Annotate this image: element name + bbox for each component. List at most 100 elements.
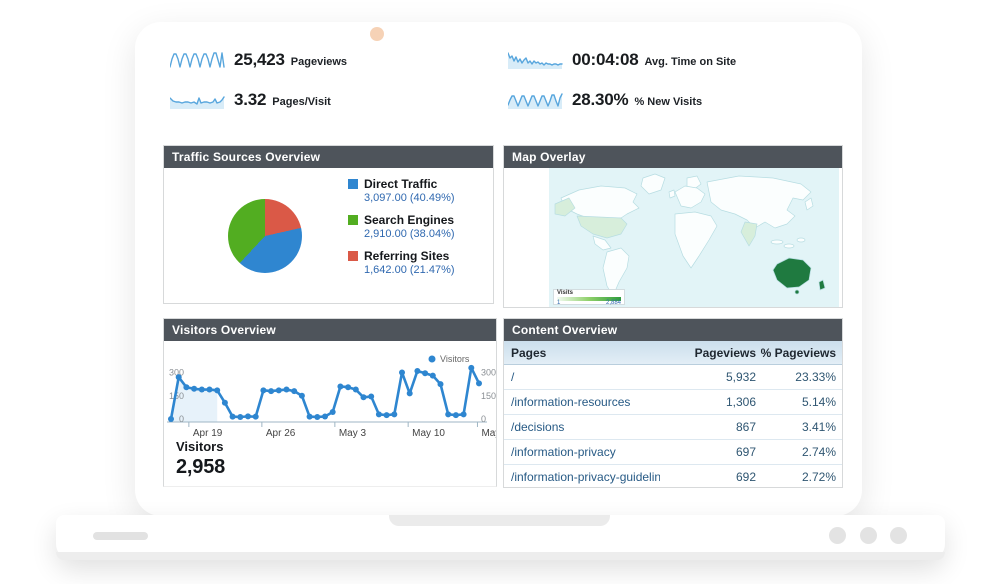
new-visits-label: % New Visits (634, 95, 703, 108)
new-visits-sparkline-icon (508, 93, 563, 109)
laptop-base (56, 515, 945, 560)
laptop-base-dot-2 (860, 527, 877, 544)
column-header-pct-pageviews: % Pageviews (760, 345, 836, 360)
map-scandinavia[interactable] (686, 175, 702, 191)
legend-swatch-icon (348, 179, 358, 189)
map-united-states[interactable] (576, 215, 628, 239)
legend-label: Search Engines (364, 213, 455, 227)
pct-pageviews-cell: 2.72% (801, 470, 836, 484)
legend-entry: Referring Sites 1,642.00 (21.47%) (348, 249, 455, 276)
laptop-hinge-notch (389, 515, 610, 526)
svg-text:May 3: May 3 (339, 428, 367, 439)
svg-text:150: 150 (481, 391, 496, 401)
svg-text:May: May (481, 428, 496, 439)
svg-text:Apr 19: Apr 19 (193, 428, 223, 439)
legend-value: 3,097.00 (40.49%) (364, 192, 455, 204)
map-indonesia-2[interactable] (783, 243, 795, 249)
pages-visit-label: Pages/Visit (272, 95, 331, 108)
map-asia[interactable] (706, 175, 812, 229)
svg-text:May 10: May 10 (412, 428, 445, 439)
content-overview-header: Content Overview (504, 319, 842, 341)
svg-text:300: 300 (169, 368, 184, 378)
legend-swatch-icon (348, 215, 358, 225)
map-legend-max: 2,884 (605, 300, 621, 306)
traffic-sources-pie-chart[interactable] (228, 199, 302, 273)
svg-text:0: 0 (481, 414, 486, 424)
laptop-base-dash (93, 532, 148, 540)
camera-dot (370, 27, 384, 41)
map-australia[interactable] (772, 257, 812, 289)
content-table-row: /decisions 867 3.41% (504, 415, 842, 440)
laptop-base-dot-1 (829, 527, 846, 544)
column-header-pages: Pages (511, 345, 547, 360)
pageviews-cell: 5,932 (725, 370, 756, 384)
pageviews-cell: 697 (735, 445, 756, 459)
pageviews-cell: 1,306 (725, 395, 756, 409)
column-header-pageviews: Pageviews (694, 345, 756, 360)
pageviews-cell: 867 (735, 420, 756, 434)
map-canada[interactable] (560, 185, 640, 221)
pct-pageviews-cell: 5.14% (801, 395, 836, 409)
map-philippines[interactable] (796, 237, 806, 243)
map-legend-gradient (557, 297, 621, 301)
world-map[interactable] (549, 168, 839, 307)
map-europe[interactable] (674, 185, 706, 209)
traffic-sources-header: Traffic Sources Overview (164, 146, 493, 168)
avg-time-value: 00:04:08 (572, 50, 639, 69)
legend-label: Referring Sites (364, 249, 450, 263)
content-table-row: /information-privacy-guidelines 692 2.72% (504, 465, 842, 489)
laptop-base-edge (56, 552, 945, 560)
legend-entry: Direct Traffic 3,097.00 (40.49%) (348, 177, 455, 204)
map-overlay-header: Map Overlay (504, 146, 842, 168)
content-table-header-row: Pages Pageviews % Pageviews (504, 341, 842, 365)
visitors-summary: Visitors 2,958 (176, 439, 225, 479)
page-path-link[interactable]: /information-privacy-guidelines (511, 470, 660, 484)
pageviews-value: 25,423 (234, 50, 285, 69)
traffic-sources-panel: Traffic Sources Overview Direct Traffic 3… (163, 145, 494, 304)
pageviews-sparkline-icon (170, 52, 225, 68)
svg-text:Visitors: Visitors (440, 354, 470, 364)
map-central-america[interactable] (592, 235, 612, 251)
map-japan[interactable] (804, 197, 814, 211)
visitors-overview-panel: Visitors Overview Apr 19 Apr 26 May 3 May 1… (163, 318, 497, 487)
pct-pageviews-cell: 23.33% (795, 370, 836, 384)
page-path-link[interactable]: /information-privacy (511, 445, 616, 459)
map-africa[interactable] (674, 211, 718, 269)
metric-pages-per-visit: 3.32 Pages/Visit (170, 90, 331, 110)
legend-value: 1,642.00 (21.47%) (364, 264, 455, 276)
content-table-body: / 5,932 23.33% /information-resources 1,306 5… (504, 365, 842, 489)
map-tasmania[interactable] (794, 289, 800, 295)
content-table-row: / 5,932 23.33% (504, 365, 842, 390)
content-table-row: /information-privacy 697 2.74% (504, 440, 842, 465)
svg-text:0: 0 (179, 414, 184, 424)
metric-pageviews: 25,423 Pageviews (170, 50, 347, 70)
map-south-america[interactable] (602, 247, 630, 297)
page-path-link[interactable]: /information-resources (511, 395, 631, 409)
visitors-summary-label: Visitors (176, 439, 224, 454)
page-path-link[interactable]: /decisions (511, 420, 565, 434)
map-indonesia[interactable] (770, 239, 784, 245)
svg-text:300: 300 (481, 368, 496, 378)
visitors-overview-header: Visitors Overview (164, 319, 496, 341)
map-india[interactable] (740, 221, 758, 247)
content-table-row: /information-resources 1,306 5.14% (504, 390, 842, 415)
map-legend-label: Visits (557, 290, 573, 296)
legend-entry: Search Engines 2,910.00 (38.04%) (348, 213, 455, 240)
avg-time-label: Avg. Time on Site (644, 55, 737, 68)
map-alaska[interactable] (554, 197, 576, 217)
map-uk[interactable] (668, 189, 676, 199)
pct-pageviews-cell: 2.74% (801, 445, 836, 459)
map-greenland[interactable] (640, 173, 666, 195)
map-overlay-panel: Map Overlay (503, 145, 843, 308)
content-overview-panel: Content Overview Pages Pageviews % Pagev… (503, 318, 843, 488)
pages-visit-sparkline-icon (170, 96, 225, 109)
legend-label: Direct Traffic (364, 177, 438, 191)
legend-swatch-icon (348, 251, 358, 261)
page-path-link[interactable]: / (511, 370, 515, 384)
map-visits-legend: Visits 1 2,884 (553, 289, 625, 306)
pageviews-label: Pageviews (290, 55, 348, 68)
metric-avg-time: 00:04:08 Avg. Time on Site (508, 50, 736, 70)
map-new-zealand[interactable] (818, 279, 826, 291)
